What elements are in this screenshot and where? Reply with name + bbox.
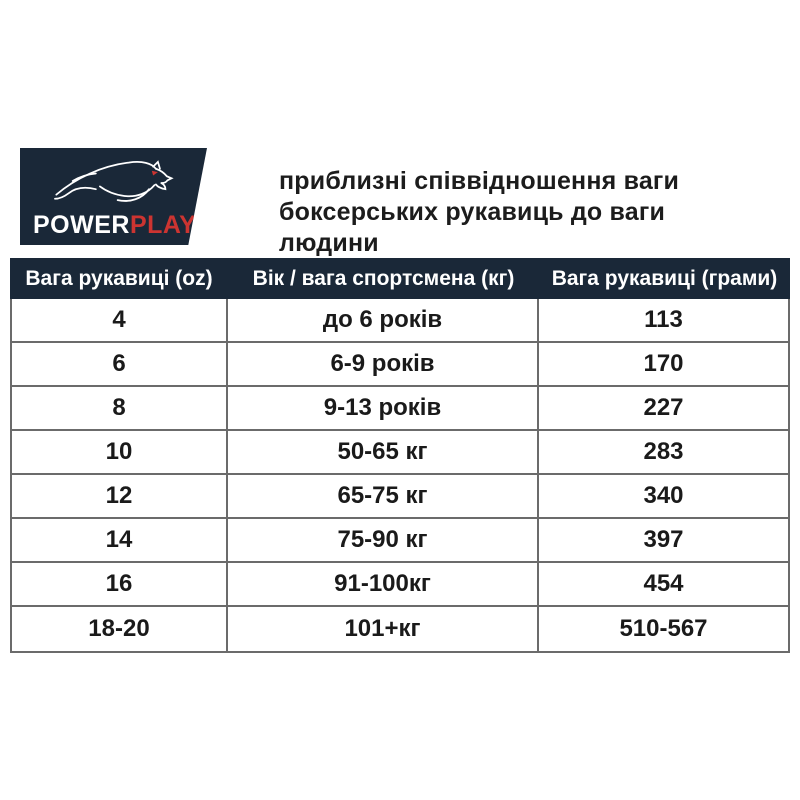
title-line-1: приблизні співвідношення ваги [279, 167, 680, 195]
table-cell: 50-65 кг [228, 431, 539, 473]
brand-power: POWER [33, 211, 130, 239]
powerplay-logo: POWERPLAY® [20, 148, 207, 245]
table-header-row: Вага рукавиці (oz) Вік / вага спортсмена… [10, 258, 790, 299]
table-cell: 9-13 років [228, 387, 539, 429]
table-row: 10 50-65 кг 283 [12, 431, 788, 475]
table-row: 12 65-75 кг 340 [12, 475, 788, 519]
registered-trademark-icon: ® [197, 215, 206, 227]
table-cell: 18-20 [12, 607, 228, 651]
table-cell: 14 [12, 519, 228, 561]
brand-wordmark: POWERPLAY® [33, 213, 205, 238]
table-cell: 340 [643, 482, 684, 509]
table-row: 4 до 6 років 113 [12, 299, 788, 343]
table-cell: 170 [643, 350, 684, 377]
table-cell: 6-9 років [228, 343, 539, 385]
table-row: 16 91-100кг 454 [12, 563, 788, 607]
table-cell: 91-100кг [228, 563, 539, 605]
table-cell: 454 [643, 570, 684, 597]
column-header-age-weight: Вік / вага спортсмена (кг) [252, 266, 515, 290]
table-row: 6 6-9 років 170 [12, 343, 788, 387]
table-cell: 65-75 кг [228, 475, 539, 517]
table-cell: 8 [12, 387, 228, 429]
table-cell: 227 [643, 394, 684, 421]
table-cell: 4 [12, 299, 228, 341]
table-cell: до 6 років [228, 299, 539, 341]
column-header-oz: Вага рукавиці (oz) [25, 266, 213, 290]
title-line-2: боксерських рукавиць до ваги людини [279, 198, 666, 257]
table-cell: 12 [12, 475, 228, 517]
table-cell: 10 [12, 431, 228, 473]
glove-sizing-table: Вага рукавиці (oz) Вік / вага спортсмена… [10, 258, 790, 653]
table-cell: 113 [644, 306, 683, 333]
table-row: 18-20 101+кг 510-567 [12, 607, 788, 651]
table-row: 14 75-90 кг 397 [12, 519, 788, 563]
table-body: 4 до 6 років 113 6 6-9 років 170 8 9-13 … [10, 299, 790, 653]
column-header-grams: Вага рукавиці (грами) [551, 266, 778, 290]
brand-play: PLAY [129, 211, 197, 239]
table-cell: 6 [12, 343, 228, 385]
table-cell: 75-90 кг [228, 519, 539, 561]
table-row: 8 9-13 років 227 [12, 387, 788, 431]
table-cell: 101+кг [228, 607, 539, 651]
table-cell: 16 [12, 563, 228, 605]
table-cell: 510-567 [619, 615, 708, 642]
panther-icon [54, 160, 174, 202]
table-cell: 397 [643, 526, 684, 553]
table-cell: 283 [643, 438, 684, 465]
page-title: приблизні співвідношення ваги боксерськи… [279, 166, 759, 259]
